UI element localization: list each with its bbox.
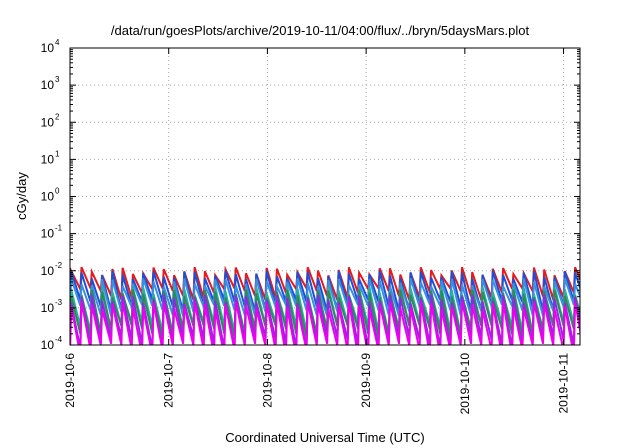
y-axis-label: cGy/day [14,172,29,220]
y-tick-label: 10 0 [41,187,60,204]
y-tick-exponent: 0 [55,187,60,196]
y-tick-exponent: 4 [55,38,60,47]
y-tick-exponent: -2 [55,261,63,270]
y-tick-base: 10 [41,227,55,241]
y-tick-label: 10 -4 [41,335,63,352]
series-layer [70,265,580,345]
y-tick-base: 10 [41,41,55,55]
y-tick-exponent: 3 [55,75,60,84]
x-tick-label: 2019-10-6 [63,353,77,408]
x-tick-label: 2019-10-8 [260,353,274,408]
y-tick-base: 10 [41,115,55,129]
y-tick-exponent: -1 [55,224,63,233]
x-tick-label: 2019-10-11 [557,353,571,414]
y-tick-base: 10 [41,338,55,352]
x-tick-label: 2019-10-10 [458,353,472,415]
ticks [69,47,580,346]
y-tick-label: 10 2 [41,112,60,129]
y-tick-base: 10 [41,78,55,92]
y-tick-exponent: -4 [55,335,63,344]
chart-title: /data/run/goesPlots/archive/2019-10-11/0… [111,23,530,38]
y-tick-base: 10 [41,301,55,315]
y-tick-label: 10 1 [41,149,60,166]
series-line [70,301,580,345]
x-tick-label: 2019-10-7 [162,353,176,408]
y-tick-base: 10 [41,152,55,166]
x-tick-labels: 2019-10-6 2019-10-7 2019-10-8 2019-10-9 2019… [63,353,571,415]
y-tick-label: 10 3 [41,75,60,92]
y-tick-label: 10 -1 [41,224,63,241]
y-tick-label: 10 -2 [41,261,63,278]
y-tick-label: 10 4 [41,38,60,55]
grid [69,48,580,345]
y-tick-base: 10 [41,264,55,278]
y-tick-exponent: 2 [55,112,60,121]
y-tick-exponent: 1 [55,149,60,158]
y-tick-label: 10 -3 [41,298,63,315]
x-tick-label: 2019-10-9 [359,353,373,408]
x-axis-label: Coordinated Universal Time (UTC) [225,430,424,445]
y-tick-exponent: -3 [55,298,63,307]
y-tick-base: 10 [41,190,55,204]
